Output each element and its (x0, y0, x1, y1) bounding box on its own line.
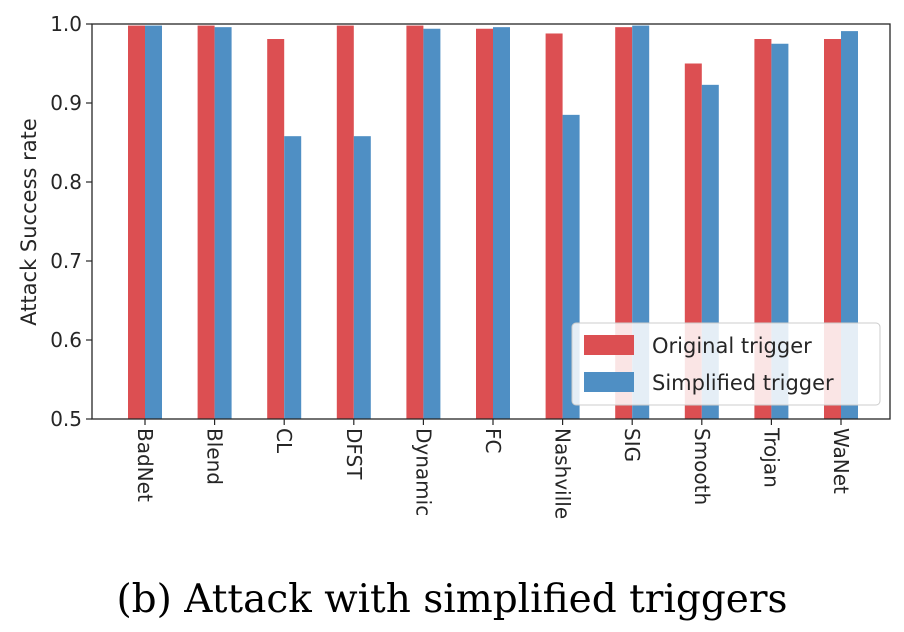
y-tick-label: 0.9 (50, 91, 82, 115)
y-axis-ticks: 0.5 0.6 0.7 0.8 0.9 1.0 (50, 12, 92, 431)
legend-swatch-simplified (584, 372, 634, 392)
x-tick-label-nashville: Nashville (551, 428, 575, 519)
bar-simplified-wanet (841, 31, 858, 420)
y-axis-label: Attack Success rate (17, 118, 41, 326)
bar-original-badnet (128, 25, 145, 420)
x-axis-ticks: BadNet Blend CL DFST Dynamic FC Nashville SIG Sm… (133, 419, 853, 519)
legend-label-original: Original trigger (652, 334, 812, 358)
figure-caption: (b) Attack with simplified triggers (116, 577, 787, 622)
bar-original-cl (267, 39, 285, 419)
x-tick-label-trojan: Trojan (759, 427, 783, 488)
y-tick-label: 0.8 (50, 170, 82, 194)
x-tick-label-dynamic: Dynamic (411, 428, 435, 516)
bar-original-fc (476, 28, 493, 420)
legend-box (571, 322, 881, 406)
y-tick-label: 1.0 (50, 12, 82, 36)
x-tick-label-smooth: Smooth (690, 428, 714, 505)
legend: Original trigger Simplified trigger (571, 322, 881, 406)
bar-original-blend (197, 25, 215, 420)
bar-simplified-blend (214, 27, 232, 419)
bars-group (128, 25, 858, 420)
bar-simplified-dfst (353, 136, 371, 419)
x-tick-label-blend: Blend (203, 428, 227, 485)
x-tick-label-fc: FC (481, 428, 505, 453)
legend-label-simplified: Simplified trigger (652, 371, 834, 395)
x-tick-label-dfst: DFST (342, 428, 366, 480)
bar-simplified-fc (493, 27, 510, 419)
bar-original-dfst (336, 25, 354, 420)
y-tick-label: 0.7 (50, 249, 82, 273)
plot-frame (91, 23, 891, 420)
bar-simplified-badnet (145, 25, 162, 420)
x-tick-label-sig: SIG (620, 428, 644, 462)
bar-original-sig (615, 27, 633, 419)
y-tick-label: 0.6 (50, 328, 82, 352)
bar-original-nashville (545, 33, 563, 419)
bar-simplified-cl (284, 136, 302, 419)
x-tick-label-cl: CL (272, 428, 296, 454)
x-tick-label-wanet: WaNet (829, 428, 853, 494)
x-tick-label-badnet: BadNet (133, 428, 157, 502)
bar-simplified-sig (632, 25, 650, 420)
y-tick-label: 0.5 (50, 407, 82, 431)
bar-original-dynamic (406, 25, 424, 420)
bar-simplified-dynamic (423, 28, 441, 420)
legend-swatch-original (584, 335, 634, 355)
